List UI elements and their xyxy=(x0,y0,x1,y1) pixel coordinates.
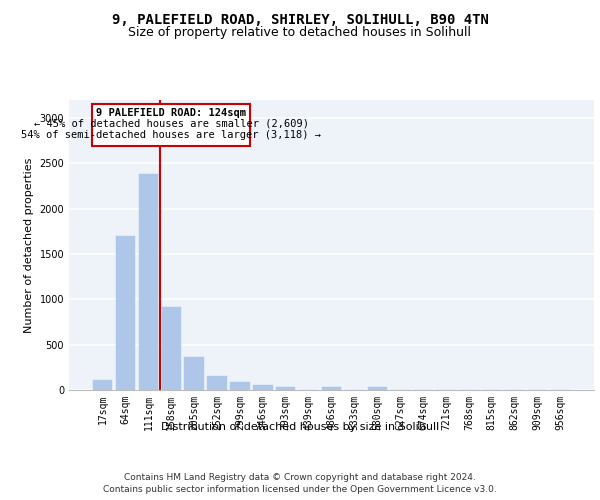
Bar xyxy=(116,236,135,390)
Text: Size of property relative to detached houses in Solihull: Size of property relative to detached ho… xyxy=(128,26,472,39)
Bar xyxy=(368,388,387,390)
Bar xyxy=(230,382,250,390)
Bar xyxy=(276,388,295,390)
Text: 9 PALEFIELD ROAD: 124sqm: 9 PALEFIELD ROAD: 124sqm xyxy=(96,108,246,118)
Bar xyxy=(139,174,158,390)
Bar xyxy=(208,376,227,390)
Text: Contains public sector information licensed under the Open Government Licence v3: Contains public sector information licen… xyxy=(103,485,497,494)
Bar xyxy=(253,385,272,390)
Bar xyxy=(161,306,181,390)
Bar xyxy=(93,380,112,390)
Bar xyxy=(184,358,204,390)
FancyBboxPatch shape xyxy=(92,104,250,146)
Text: ← 45% of detached houses are smaller (2,609): ← 45% of detached houses are smaller (2,… xyxy=(34,118,309,128)
Text: Distribution of detached houses by size in Solihull: Distribution of detached houses by size … xyxy=(161,422,439,432)
Text: Contains HM Land Registry data © Crown copyright and database right 2024.: Contains HM Land Registry data © Crown c… xyxy=(124,472,476,482)
Text: 54% of semi-detached houses are larger (3,118) →: 54% of semi-detached houses are larger (… xyxy=(21,130,321,140)
Y-axis label: Number of detached properties: Number of detached properties xyxy=(24,158,34,332)
Text: 9, PALEFIELD ROAD, SHIRLEY, SOLIHULL, B90 4TN: 9, PALEFIELD ROAD, SHIRLEY, SOLIHULL, B9… xyxy=(112,12,488,26)
Bar xyxy=(322,388,341,390)
